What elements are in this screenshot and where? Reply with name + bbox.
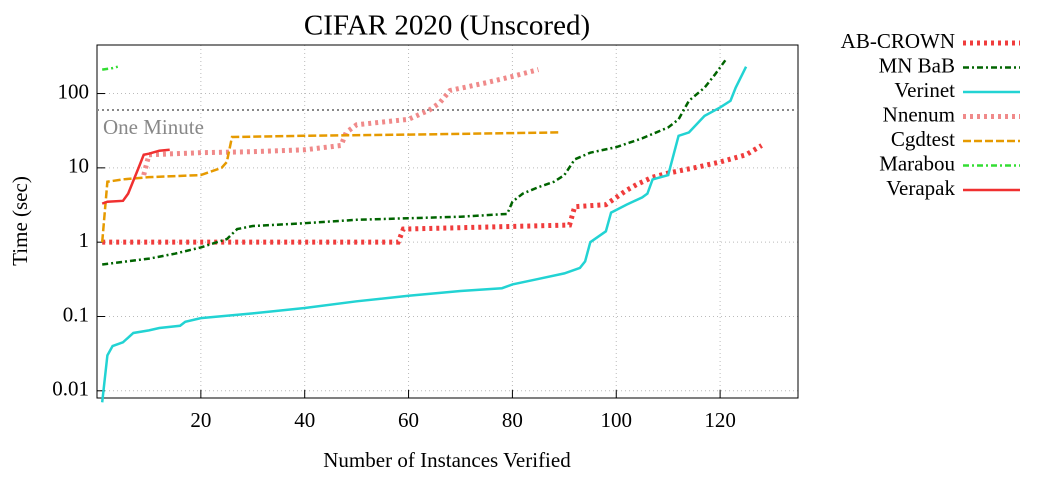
x-tick-label: 60 (398, 408, 419, 432)
series-line (100, 66, 748, 403)
reference-label: One Minute (103, 115, 204, 139)
y-axis-label: Time (sec) (8, 176, 32, 266)
series-line (100, 131, 560, 243)
y-tick-label: 1 (79, 228, 90, 252)
x-tick-label: 100 (601, 408, 633, 432)
x-tick-label: 20 (190, 408, 211, 432)
series-line (101, 148, 170, 205)
series-line (102, 65, 119, 71)
legend-label: Marabou (879, 151, 955, 175)
legend-label: Cgdtest (891, 127, 955, 151)
plot-frame (96, 44, 799, 399)
legend-label: AB-CROWN (841, 29, 955, 53)
y-tick-label: 10 (68, 154, 89, 178)
legend-label: Verapak (886, 176, 955, 200)
legend-label: Verinet (894, 78, 955, 102)
y-tick-label: 100 (58, 79, 90, 103)
series-line (102, 143, 763, 245)
x-tick-label: 80 (502, 408, 523, 432)
y-tick-label: 0.1 (63, 302, 89, 326)
x-tick-label: 120 (704, 408, 736, 432)
legend-label: MN BaB (879, 53, 955, 77)
chart-title: CIFAR 2020 (Unscored) (304, 10, 590, 42)
y-tick-label: 0.01 (52, 377, 89, 401)
legend-label: Nnenum (883, 102, 955, 126)
series-line (102, 59, 727, 266)
series-line (141, 67, 540, 176)
x-tick-label: 40 (294, 408, 315, 432)
x-axis-label: Number of Instances Verified (323, 448, 571, 472)
